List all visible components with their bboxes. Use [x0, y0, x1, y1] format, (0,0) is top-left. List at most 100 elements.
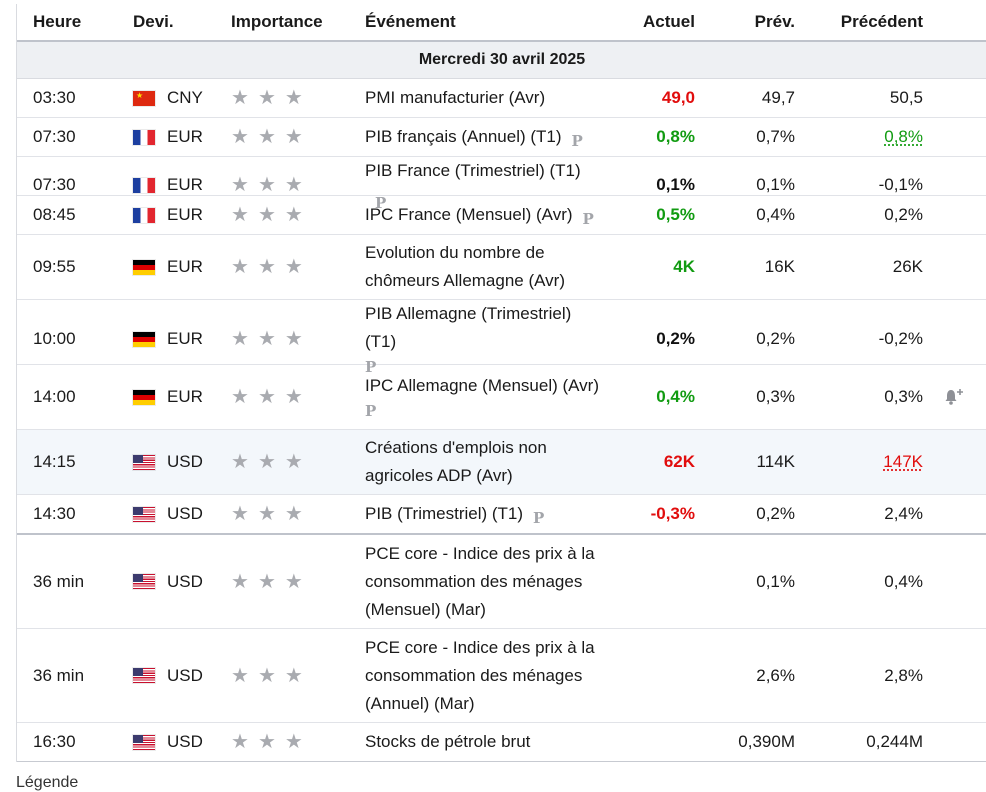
header-previous[interactable]: Précédent	[840, 12, 923, 31]
preliminary-p-icon: P	[365, 402, 377, 420]
event-name[interactable]: Créations d'emplois non agricoles ADP (A…	[349, 430, 603, 494]
france-flag-icon	[133, 207, 155, 223]
event-time: 14:00	[33, 387, 76, 406]
table-row[interactable]: 09:55 EUR ★ ★ ★ Evolution du nombre de chô…	[17, 235, 986, 300]
currency-cell: EUR	[117, 157, 215, 213]
germany-flag-icon	[133, 259, 155, 275]
event-name[interactable]: Evolution du nombre de chômeurs Allemagn…	[349, 235, 603, 299]
event-link[interactable]: IPC Allemagne (Mensuel) (Avr)	[365, 376, 599, 395]
event-link[interactable]: Créations d'emplois non agricoles ADP (A…	[365, 438, 547, 485]
actual-value: 0,2%	[656, 329, 695, 348]
header-importance[interactable]: Importance	[231, 12, 323, 31]
currency-code: EUR	[167, 127, 203, 146]
event-link[interactable]: PCE core - Indice des prix à la consomma…	[365, 543, 595, 619]
previous-value: 2,4%	[884, 504, 923, 523]
preliminary-p-icon: P	[582, 210, 594, 228]
event-link[interactable]: IPC France (Mensuel) (Avr)	[365, 205, 573, 224]
table-row[interactable]: 14:30 USD ★ ★ ★ PIB (Trimestriel) (T1) P -0…	[17, 495, 986, 535]
event-link[interactable]: PIB français (Annuel) (T1)	[365, 127, 562, 146]
forecast-value: 0,1%	[756, 175, 795, 194]
previous-value: 0,8%	[795, 118, 923, 156]
germany-flag-icon	[133, 389, 155, 405]
actual-value	[603, 723, 695, 761]
table-row[interactable]: 36 min USD ★ ★ ★ PCE core - Indice des pri…	[17, 629, 986, 723]
event-name[interactable]: PIB français (Annuel) (T1) P	[349, 118, 603, 156]
previous-value: 0,4%	[884, 571, 923, 591]
importance-stars: ★ ★ ★	[215, 157, 349, 213]
event-link[interactable]: Stocks de pétrole brut	[365, 732, 531, 751]
forecast-value: 16K	[764, 257, 795, 276]
table-row[interactable]: 07:30 EUR ★ ★ ★ PIB français (Annuel) (T1)…	[17, 118, 986, 157]
table-row[interactable]: 07:30 EUR ★ ★ ★ PIB France (Trimestriel) (…	[17, 157, 986, 212]
star-icon: ★	[257, 204, 276, 226]
table-row[interactable]: 14:00 EUR ★ ★ ★ IPC Allemagne (Mensuel) (A…	[17, 365, 986, 430]
table-row[interactable]: 16:30 USD ★ ★ ★ Stocks de pétrole brut 0,3…	[17, 723, 986, 762]
event-name[interactable]: IPC Allemagne (Mensuel) (Avr) P	[349, 365, 603, 429]
star-icon: ★	[231, 731, 249, 753]
table-row[interactable]: 36 min USD ★ ★ ★ PCE core - Indice des pri…	[17, 535, 986, 629]
star-icon: ★	[257, 256, 276, 278]
star-icon: ★	[231, 328, 249, 350]
event-link[interactable]: PIB Allemagne (Trimestriel) (T1)	[365, 304, 572, 351]
currency-code: USD	[167, 504, 203, 523]
revised-previous[interactable]: 0,8%	[884, 127, 923, 146]
event-name[interactable]: PCE core - Indice des prix à la consomma…	[349, 629, 603, 722]
revised-previous[interactable]: 147K	[883, 452, 923, 471]
star-icon: ★	[231, 570, 249, 593]
currency-code: EUR	[167, 387, 203, 406]
currency-code: EUR	[167, 329, 203, 348]
previous-value: 50,5	[889, 88, 923, 107]
event-name[interactable]: PIB (Trimestriel) (T1) P	[349, 495, 603, 533]
event-link[interactable]: Evolution du nombre de chômeurs Allemagn…	[365, 243, 565, 290]
event-link[interactable]: PIB France (Trimestriel) (T1)	[365, 161, 581, 180]
importance-stars: ★ ★ ★	[215, 196, 349, 234]
previous-value: -0,2%	[878, 329, 923, 348]
table-row[interactable]: 08:45 EUR ★ ★ ★ IPC France (Mensuel) (Avr)…	[17, 196, 986, 235]
header-event[interactable]: Événement	[365, 12, 456, 31]
event-name[interactable]: PCE core - Indice des prix à la consomma…	[349, 535, 603, 628]
event-link[interactable]: PCE core - Indice des prix à la consomma…	[365, 637, 595, 713]
event-link[interactable]: PMI manufacturier (Avr)	[365, 88, 546, 107]
forecast-value: 0,2%	[756, 329, 795, 348]
event-name[interactable]: PIB France (Trimestriel) (T1) P	[349, 157, 603, 213]
preliminary-p-icon: P	[375, 194, 387, 212]
forecast-value: 0,1%	[756, 571, 795, 591]
event-time: 36 min	[33, 571, 85, 591]
event-time: 07:30	[33, 175, 76, 194]
usa-flag-icon	[133, 454, 155, 470]
star-icon: ★	[231, 174, 249, 196]
table-row[interactable]: 10:00 EUR ★ ★ ★ PIB Allemagne (Trimestriel…	[17, 300, 986, 376]
star-icon: ★	[231, 87, 249, 109]
table-row[interactable]: 03:30 CNY ★ ★ ★ PMI manufacturier (Avr) 49…	[17, 79, 986, 118]
star-icon: ★	[284, 731, 303, 753]
currency-cell: EUR	[117, 365, 215, 429]
header-currency[interactable]: Devi.	[133, 12, 174, 31]
star-icon: ★	[257, 451, 276, 473]
date-row: Mercredi 30 avril 2025	[17, 42, 986, 79]
header-actual[interactable]: Actuel	[643, 12, 695, 31]
event-link[interactable]: PIB (Trimestriel) (T1)	[365, 504, 524, 523]
actual-value	[603, 535, 695, 628]
actual-value: 0,5%	[656, 205, 695, 224]
actual-value: 62K	[663, 452, 695, 471]
event-name[interactable]: Stocks de pétrole brut	[349, 723, 603, 761]
economic-calendar: Heure Devi. Importance Événement Actuel …	[16, 4, 986, 762]
event-time: 14:30	[33, 504, 76, 523]
star-icon: ★	[284, 386, 303, 408]
usa-flag-icon	[133, 668, 155, 683]
header-forecast[interactable]: Prév.	[754, 12, 795, 31]
currency-code: CNY	[167, 88, 203, 107]
previous-value: 0,3%	[884, 387, 923, 406]
currency-cell: USD	[117, 723, 215, 761]
event-name[interactable]: PMI manufacturier (Avr)	[349, 79, 603, 117]
bell-plus-icon[interactable]	[923, 365, 986, 429]
event-time: 09:55	[33, 257, 76, 276]
header-time[interactable]: Heure	[33, 12, 82, 31]
france-flag-icon	[133, 129, 155, 145]
event-name[interactable]: IPC France (Mensuel) (Avr) P	[349, 196, 603, 234]
table-row[interactable]: 14:15 USD ★ ★ ★ Créations d'emplois non ag…	[17, 430, 986, 495]
event-name[interactable]: PIB Allemagne (Trimestriel) (T1) P	[349, 300, 603, 378]
currency-cell: CNY	[117, 79, 215, 117]
bell-plus-icon-svg	[945, 389, 963, 405]
event-time: 14:15	[33, 452, 76, 471]
